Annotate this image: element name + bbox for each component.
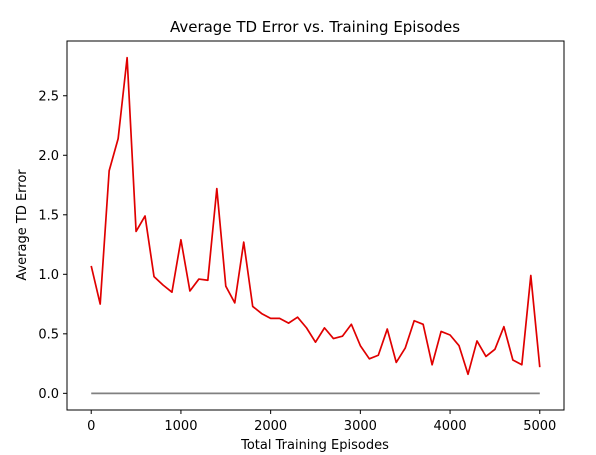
x-tick-label: 0 [87,419,95,434]
x-axis-label: Total Training Episodes [240,438,389,453]
x-tick-label: 2000 [254,419,287,434]
y-tick-label: 0.5 [38,327,59,342]
y-tick-label: 1.0 [38,268,59,283]
y-tick-label: 2.0 [38,149,59,164]
x-axis: 0 1000 2000 3000 4000 5000 [87,410,556,434]
y-axis: 0.0 0.5 1.0 1.5 2.0 2.5 [38,89,67,402]
series-line-0 [90,56,541,376]
y-tick-label: 0.0 [38,387,59,402]
plot-frame [66,40,565,411]
x-tick-label: 5000 [523,419,556,434]
y-tick-label: 2.5 [38,89,59,104]
x-tick-label: 4000 [434,419,467,434]
x-tick-label: 1000 [164,419,197,434]
y-axis-label: Average TD Error [15,169,30,281]
y-tick-label: 1.5 [38,208,59,223]
chart-title: Average TD Error vs. Training Episodes [170,18,460,36]
x-tick-label: 3000 [344,419,377,434]
series-layer [90,56,541,395]
